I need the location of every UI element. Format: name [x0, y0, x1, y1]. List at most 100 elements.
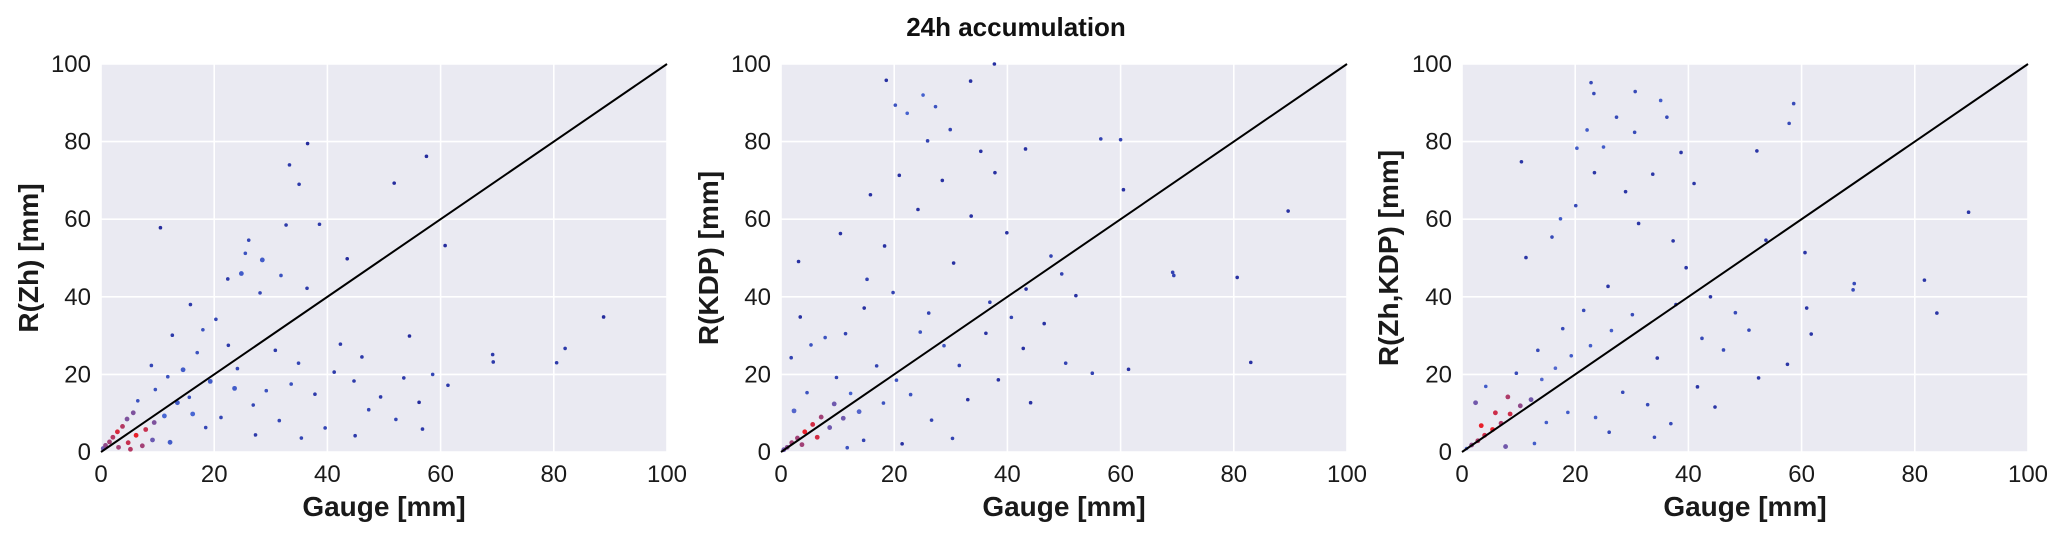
scatter-point — [921, 93, 925, 97]
x-tick-label: 80 — [1220, 461, 1247, 488]
scatter-point — [993, 170, 997, 175]
scatter-point — [135, 398, 140, 403]
scatter-point — [116, 444, 121, 450]
scatter-point — [1028, 400, 1033, 405]
scatter-panel-2: 0 20 40 60 80 100 0 20 40 60 80 100 Gauge [mm] R(KDP)… — [693, 51, 1367, 522]
scatter-point — [1560, 326, 1565, 331]
scatter-point — [430, 372, 435, 377]
scatter-point — [1492, 410, 1498, 416]
scatter-point — [167, 439, 173, 445]
y-tick-label: 20 — [64, 361, 91, 388]
scatter-point — [1684, 265, 1688, 270]
scatter-point — [284, 223, 288, 227]
scatter-point — [1023, 147, 1028, 151]
y-tick-label: 40 — [1425, 284, 1452, 311]
scatter-point — [1235, 275, 1239, 280]
scatter-point — [332, 370, 336, 374]
scatter-point — [446, 383, 450, 388]
scatter-point — [490, 352, 495, 357]
y-tick-label: 100 — [731, 51, 771, 78]
scatter-point — [1935, 311, 1939, 315]
scatter-point — [1540, 377, 1544, 382]
scatter-point — [1632, 130, 1637, 135]
y-tick-label: 0 — [1439, 439, 1452, 466]
scatter-point — [1517, 403, 1523, 409]
scatter-point — [1803, 250, 1807, 255]
scatter-point — [802, 429, 808, 435]
scatter-point — [246, 238, 251, 242]
scatter-point — [207, 378, 213, 384]
scatter-point — [187, 395, 192, 400]
scatter-point — [226, 343, 231, 348]
y-tick-label: 40 — [744, 284, 771, 311]
scatter-point — [491, 360, 496, 364]
scatter-point — [601, 315, 606, 319]
scatter-point — [1708, 295, 1713, 299]
scatter-point — [128, 446, 133, 452]
scatter-point — [942, 343, 946, 348]
scatter-point — [796, 259, 801, 264]
scatter-point — [1569, 353, 1574, 358]
scatter-point — [554, 360, 559, 365]
scatter-point — [861, 438, 866, 443]
scatter-point — [277, 418, 282, 423]
scatter-point — [1519, 159, 1524, 164]
scatter-point — [313, 392, 317, 396]
scatter-point — [1966, 210, 1971, 215]
scatter-point — [238, 271, 244, 276]
x-tick-label: 60 — [427, 461, 454, 488]
scatter-point — [107, 439, 112, 445]
y-tick-label: 20 — [744, 361, 771, 388]
scatter-point — [805, 390, 809, 395]
scatter-point — [279, 273, 283, 278]
x-tick-label: 20 — [881, 461, 908, 488]
scatter-point — [1544, 420, 1549, 425]
scatter-point — [1669, 421, 1673, 426]
x-axis-label: Gauge [mm] — [982, 491, 1145, 522]
scatter-point — [1063, 361, 1068, 365]
scatter-point — [900, 442, 904, 446]
scatter-point — [253, 433, 258, 437]
scatter-point — [1248, 360, 1253, 365]
scatter-point — [799, 442, 805, 448]
scatter-point — [1478, 423, 1484, 429]
scatter-point — [1172, 273, 1176, 278]
scatter-point — [203, 425, 208, 430]
scatter-point — [1592, 91, 1596, 96]
scatter-point — [905, 111, 910, 116]
scatter-point — [170, 333, 175, 338]
x-axis-label: Gauge [mm] — [302, 491, 465, 522]
scatter-point — [838, 231, 843, 236]
scatter-point — [219, 415, 223, 420]
x-tick-label: 40 — [1675, 461, 1702, 488]
scatter-point — [235, 366, 240, 371]
scatter-point — [789, 355, 793, 360]
scatter-point — [865, 277, 869, 282]
x-tick-label: 0 — [774, 461, 787, 488]
scatter-point — [1524, 255, 1528, 260]
scatter-point — [969, 214, 973, 218]
scatter-point — [201, 327, 205, 332]
scatter-point — [929, 418, 934, 422]
scatter-point — [1650, 172, 1655, 176]
scatter-point — [273, 348, 278, 353]
scatter-point — [881, 401, 886, 405]
scatter-point — [1609, 328, 1614, 333]
scatter-point — [264, 388, 269, 393]
scatter-point — [1764, 238, 1768, 242]
scatter-point — [150, 437, 155, 443]
scatter-point — [868, 192, 873, 197]
scatter-point — [1473, 400, 1478, 406]
scatter-point — [894, 378, 899, 383]
scatter-point — [950, 436, 955, 441]
scatter-point — [1606, 284, 1610, 289]
scatter-point — [323, 426, 327, 430]
scatter-point — [1633, 89, 1637, 94]
scatter-point — [1098, 137, 1103, 141]
scatter-point — [165, 374, 170, 379]
scatter-point — [195, 350, 200, 355]
scatter-point — [299, 436, 304, 440]
scatter-point — [1573, 203, 1578, 208]
scatter-point — [1507, 411, 1513, 417]
scatter-point — [1601, 145, 1606, 149]
